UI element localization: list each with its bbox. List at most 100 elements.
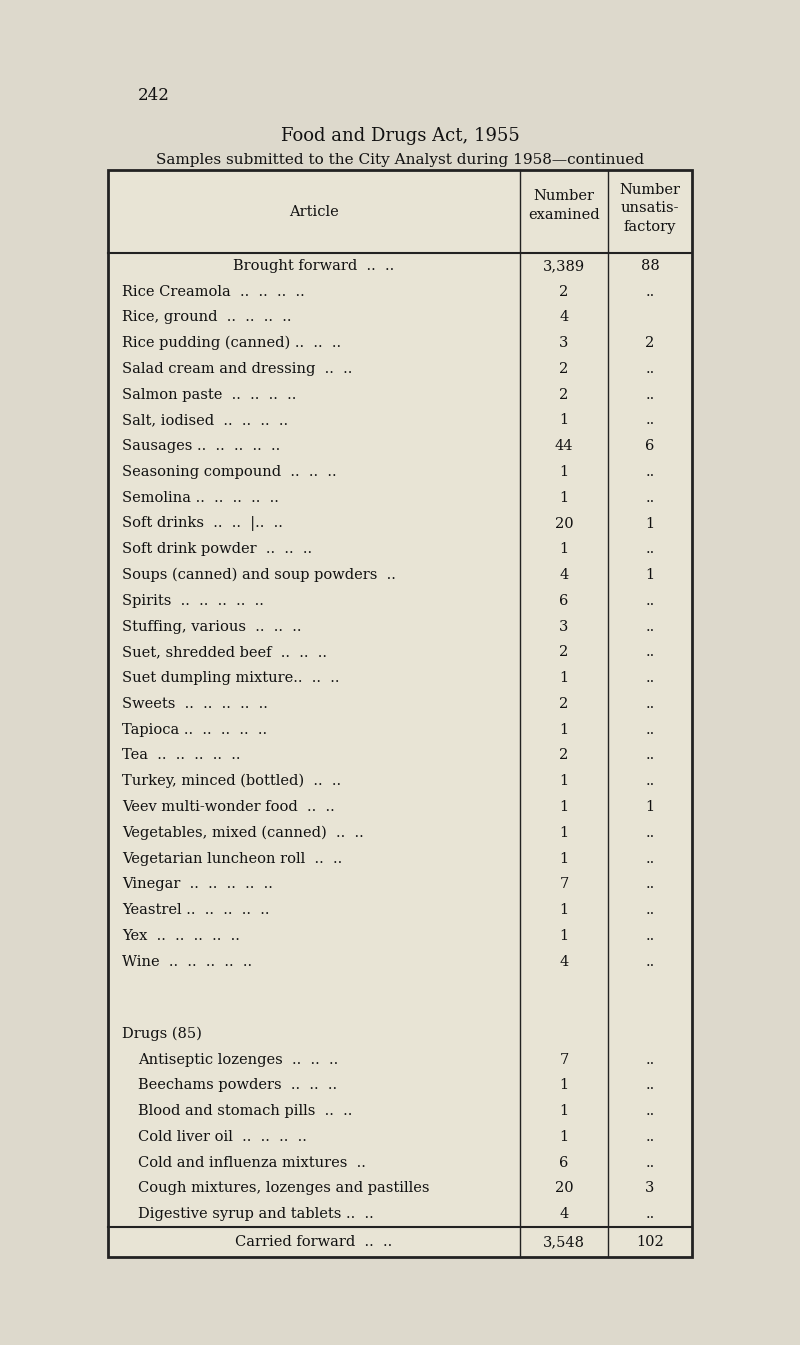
Text: 1: 1 — [559, 722, 569, 737]
Text: ..: .. — [646, 877, 654, 892]
Text: Sausages ..  ..  ..  ..  ..: Sausages .. .. .. .. .. — [122, 440, 280, 453]
Text: 1: 1 — [559, 1079, 569, 1092]
Text: 6: 6 — [559, 594, 569, 608]
Text: 20: 20 — [554, 516, 574, 530]
Text: Wine  ..  ..  ..  ..  ..: Wine .. .. .. .. .. — [122, 955, 252, 968]
Text: Drugs (85): Drugs (85) — [122, 1026, 202, 1041]
Text: Semolina ..  ..  ..  ..  ..: Semolina .. .. .. .. .. — [122, 491, 279, 504]
Text: Spirits  ..  ..  ..  ..  ..: Spirits .. .. .. .. .. — [122, 594, 264, 608]
Text: Cold and influenza mixtures  ..: Cold and influenza mixtures .. — [138, 1155, 366, 1170]
Text: 7: 7 — [559, 1053, 569, 1067]
Text: 4: 4 — [559, 1206, 569, 1221]
Text: Soups (canned) and soup powders  ..: Soups (canned) and soup powders .. — [122, 568, 396, 582]
Text: ..: .. — [646, 1079, 654, 1092]
Text: ..: .. — [646, 955, 654, 968]
Text: ..: .. — [646, 775, 654, 788]
Text: 3,389: 3,389 — [543, 258, 585, 273]
Text: Turkey, minced (bottled)  ..  ..: Turkey, minced (bottled) .. .. — [122, 773, 341, 788]
Text: Cough mixtures, lozenges and pastilles: Cough mixtures, lozenges and pastilles — [138, 1181, 430, 1196]
Text: ..: .. — [646, 1206, 654, 1221]
Text: Number
examined: Number examined — [528, 190, 600, 222]
Text: 1: 1 — [559, 800, 569, 814]
Text: Yex  ..  ..  ..  ..  ..: Yex .. .. .. .. .. — [122, 929, 240, 943]
Text: Food and Drugs Act, 1955: Food and Drugs Act, 1955 — [281, 126, 519, 145]
Text: ..: .. — [646, 362, 654, 377]
Text: Carried forward  ..  ..: Carried forward .. .. — [235, 1235, 393, 1250]
Text: ..: .. — [646, 902, 654, 917]
Text: ..: .. — [646, 1104, 654, 1118]
Text: 1: 1 — [646, 516, 654, 530]
Text: 1: 1 — [559, 413, 569, 428]
Text: 4: 4 — [559, 311, 569, 324]
Text: Antiseptic lozenges  ..  ..  ..: Antiseptic lozenges .. .. .. — [138, 1053, 338, 1067]
Text: ..: .. — [646, 285, 654, 299]
Text: 2: 2 — [559, 697, 569, 712]
Text: 1: 1 — [559, 465, 569, 479]
Text: 4: 4 — [559, 955, 569, 968]
Text: Rice Creamola  ..  ..  ..  ..: Rice Creamola .. .. .. .. — [122, 285, 305, 299]
Text: Salmon paste  ..  ..  ..  ..: Salmon paste .. .. .. .. — [122, 387, 296, 402]
Text: 1: 1 — [559, 826, 569, 839]
Text: 2: 2 — [646, 336, 654, 350]
Text: ..: .. — [646, 851, 654, 866]
Text: Blood and stomach pills  ..  ..: Blood and stomach pills .. .. — [138, 1104, 352, 1118]
Text: 1: 1 — [646, 568, 654, 582]
Text: 3,548: 3,548 — [543, 1235, 585, 1250]
Text: Digestive syrup and tablets ..  ..: Digestive syrup and tablets .. .. — [138, 1206, 374, 1221]
Text: Rice pudding (canned) ..  ..  ..: Rice pudding (canned) .. .. .. — [122, 336, 341, 351]
Text: Vinegar  ..  ..  ..  ..  ..: Vinegar .. .. .. .. .. — [122, 877, 273, 892]
Text: 2: 2 — [559, 387, 569, 402]
Text: 7: 7 — [559, 877, 569, 892]
Text: ..: .. — [646, 491, 654, 504]
Text: 88: 88 — [641, 258, 659, 273]
Text: Number
unsatis-
factory: Number unsatis- factory — [619, 183, 681, 234]
Text: Rice, ground  ..  ..  ..  ..: Rice, ground .. .. .. .. — [122, 311, 291, 324]
Text: ..: .. — [646, 542, 654, 557]
Text: Beechams powders  ..  ..  ..: Beechams powders .. .. .. — [138, 1079, 337, 1092]
Text: ..: .. — [646, 671, 654, 685]
Text: 1: 1 — [559, 851, 569, 866]
Text: 2: 2 — [559, 646, 569, 659]
Text: 20: 20 — [554, 1181, 574, 1196]
Text: ..: .. — [646, 697, 654, 712]
Text: Suet, shredded beef  ..  ..  ..: Suet, shredded beef .. .. .. — [122, 646, 327, 659]
Text: Tea  ..  ..  ..  ..  ..: Tea .. .. .. .. .. — [122, 748, 241, 763]
Text: ..: .. — [646, 594, 654, 608]
Text: 1: 1 — [559, 1130, 569, 1143]
Text: Vegetarian luncheon roll  ..  ..: Vegetarian luncheon roll .. .. — [122, 851, 342, 866]
Text: 1: 1 — [559, 929, 569, 943]
Text: ..: .. — [646, 929, 654, 943]
Text: ..: .. — [646, 1155, 654, 1170]
Text: Tapioca ..  ..  ..  ..  ..: Tapioca .. .. .. .. .. — [122, 722, 267, 737]
Text: Sweets  ..  ..  ..  ..  ..: Sweets .. .. .. .. .. — [122, 697, 268, 712]
Text: Salad cream and dressing  ..  ..: Salad cream and dressing .. .. — [122, 362, 352, 377]
Text: Suet dumpling mixture..  ..  ..: Suet dumpling mixture.. .. .. — [122, 671, 339, 685]
Text: Seasoning compound  ..  ..  ..: Seasoning compound .. .. .. — [122, 465, 337, 479]
Text: 1: 1 — [559, 775, 569, 788]
Text: 4: 4 — [559, 568, 569, 582]
Text: ..: .. — [646, 722, 654, 737]
Text: ..: .. — [646, 748, 654, 763]
Text: ..: .. — [646, 413, 654, 428]
Text: 3: 3 — [559, 336, 569, 350]
Text: 1: 1 — [559, 491, 569, 504]
Text: Salt, iodised  ..  ..  ..  ..: Salt, iodised .. .. .. .. — [122, 413, 288, 428]
Text: 2: 2 — [559, 362, 569, 377]
Text: 1: 1 — [559, 542, 569, 557]
Text: Brought forward  ..  ..: Brought forward .. .. — [234, 258, 394, 273]
Text: Article: Article — [289, 204, 339, 218]
Text: Soft drinks  ..  ..  |..  ..: Soft drinks .. .. |.. .. — [122, 516, 283, 531]
Text: Yeastrel ..  ..  ..  ..  ..: Yeastrel .. .. .. .. .. — [122, 902, 270, 917]
Text: 1: 1 — [646, 800, 654, 814]
Text: ..: .. — [646, 1053, 654, 1067]
Text: Veev multi-wonder food  ..  ..: Veev multi-wonder food .. .. — [122, 800, 334, 814]
Text: ..: .. — [646, 620, 654, 633]
Text: 1: 1 — [559, 1104, 569, 1118]
Text: ..: .. — [646, 1130, 654, 1143]
Text: Soft drink powder  ..  ..  ..: Soft drink powder .. .. .. — [122, 542, 312, 557]
Text: ..: .. — [646, 465, 654, 479]
Text: ..: .. — [646, 826, 654, 839]
Text: 3: 3 — [559, 620, 569, 633]
Text: 1: 1 — [559, 671, 569, 685]
Text: ..: .. — [646, 387, 654, 402]
